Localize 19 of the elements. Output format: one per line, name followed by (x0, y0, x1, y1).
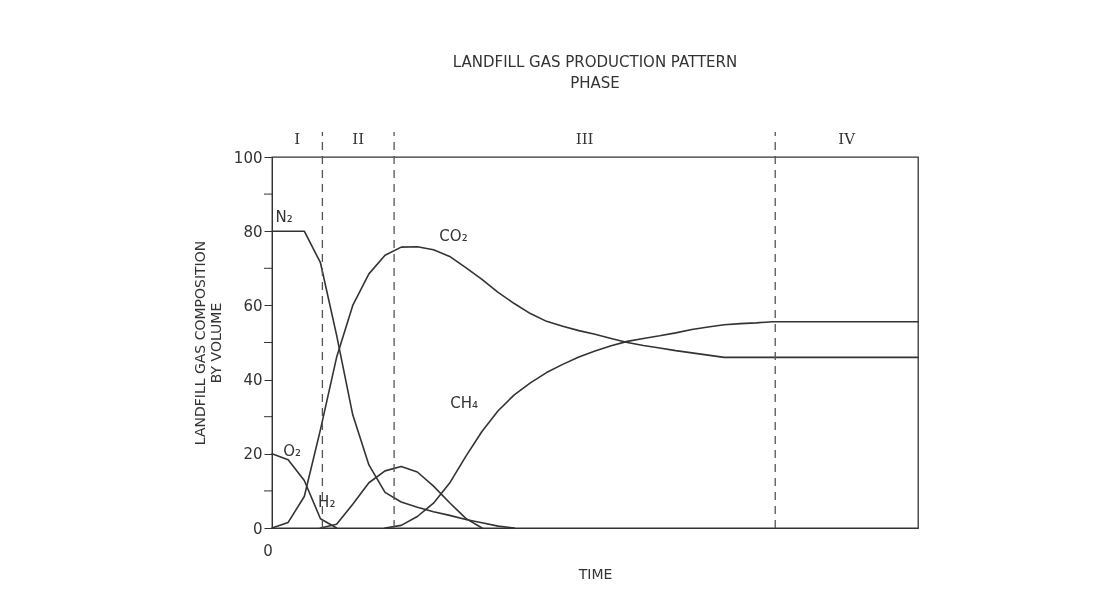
y-tick-label: 40 (243, 371, 263, 390)
y-tick-label: 100 (233, 148, 263, 167)
text: I (294, 130, 301, 148)
series-label: O₂ (283, 441, 302, 460)
text: IV (838, 130, 857, 148)
text: II (352, 130, 365, 148)
x-axis-title: TIME (577, 565, 613, 582)
text: III (575, 130, 594, 148)
y-tick-label: 60 (243, 296, 263, 315)
y-axis-title: LANDFILL GAS COMPOSITION BY VOLUME (191, 240, 224, 446)
series-label: CH₄ (450, 393, 478, 412)
series-label: N₂ (275, 208, 293, 227)
series-label: H₂ (318, 493, 336, 512)
y-tick-label: 80 (243, 222, 263, 241)
y-tick-label: 20 (243, 445, 263, 464)
y-tick-label: 0 (252, 519, 263, 538)
chart-title: LANDFILL GAS PRODUCTION PATTERN (452, 53, 738, 72)
series-label: CO₂ (439, 226, 468, 245)
chart-subtitle: PHASE (570, 74, 620, 93)
